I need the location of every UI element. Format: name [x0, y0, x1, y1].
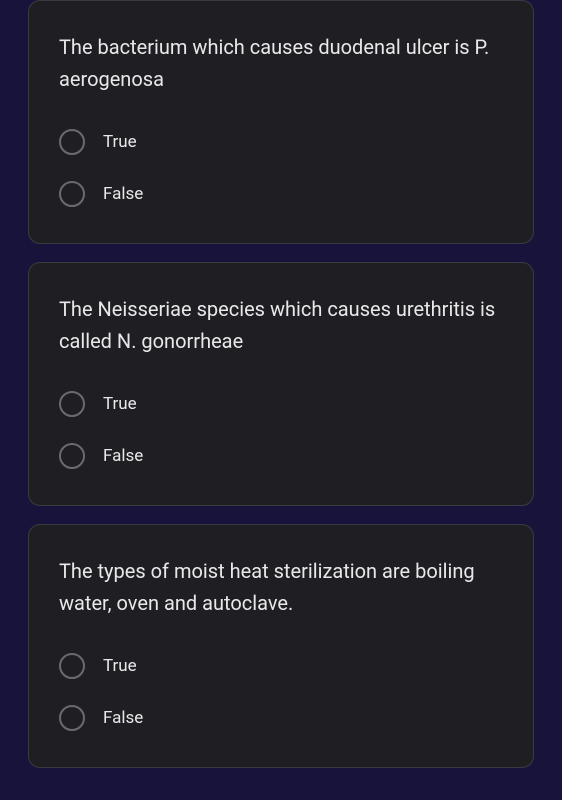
question-card: The bacterium which causes duodenal ulce… [28, 0, 534, 244]
option-true[interactable]: True [59, 129, 503, 155]
option-false[interactable]: False [59, 181, 503, 207]
option-true[interactable]: True [59, 653, 503, 679]
radio-icon [59, 391, 85, 417]
question-text: The types of moist heat sterilization ar… [59, 555, 503, 619]
radio-icon [59, 705, 85, 731]
question-card: The Neisseriae species which causes uret… [28, 262, 534, 506]
question-card: The types of moist heat sterilization ar… [28, 524, 534, 768]
radio-icon [59, 653, 85, 679]
option-label: False [103, 708, 143, 728]
question-text: The bacterium which causes duodenal ulce… [59, 31, 503, 95]
option-true[interactable]: True [59, 391, 503, 417]
radio-icon [59, 181, 85, 207]
option-false[interactable]: False [59, 443, 503, 469]
option-label: False [103, 446, 143, 466]
radio-icon [59, 129, 85, 155]
option-label: True [103, 132, 137, 152]
radio-icon [59, 443, 85, 469]
option-label: True [103, 656, 137, 676]
option-label: False [103, 184, 143, 204]
question-text: The Neisseriae species which causes uret… [59, 293, 503, 357]
option-false[interactable]: False [59, 705, 503, 731]
option-label: True [103, 394, 137, 414]
